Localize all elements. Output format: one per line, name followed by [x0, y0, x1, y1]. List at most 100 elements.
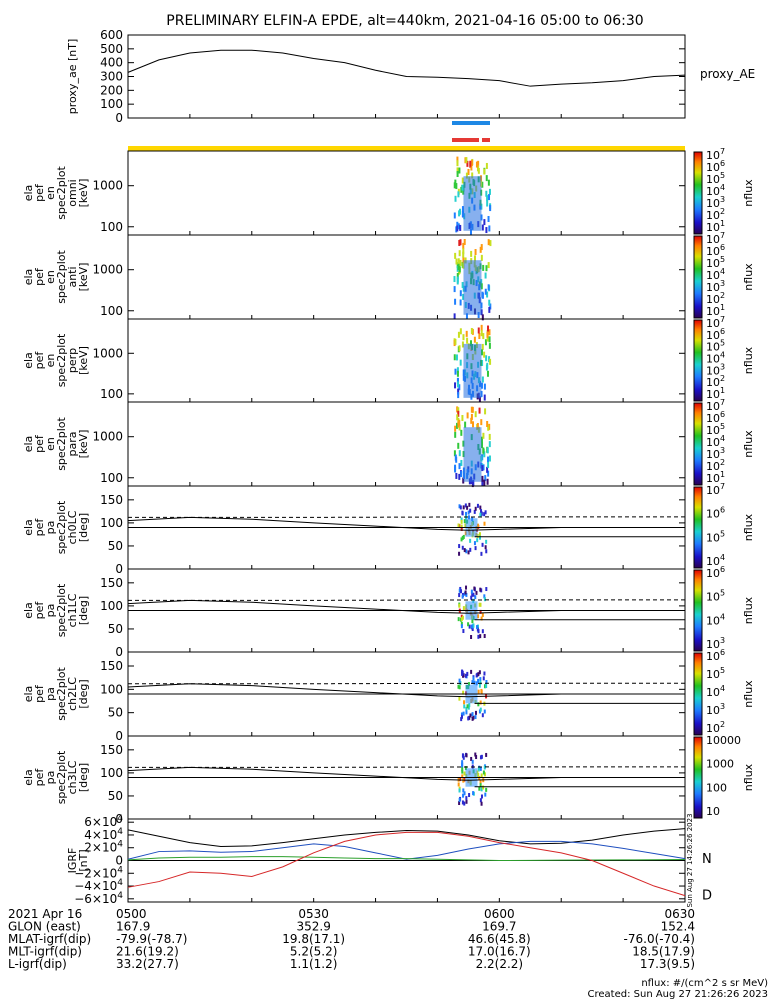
spectrum-pixel	[457, 782, 460, 787]
spectrum-pixel	[481, 343, 484, 350]
ytick-exp: 4	[117, 827, 123, 837]
spectrum-pixel	[459, 290, 462, 297]
spectrum-pixel	[463, 791, 466, 796]
spectrum-pixel	[462, 251, 465, 258]
spectrum-pixel	[481, 359, 484, 366]
loss-cone-solid	[127, 516, 685, 531]
spectrum-pixel	[480, 773, 483, 778]
colorbar-tick: 10000	[706, 734, 741, 747]
spectrum-pixel	[482, 333, 485, 340]
spectrum-pixel	[480, 509, 483, 514]
spectrum-pixel	[457, 617, 460, 622]
spectrum-pixel	[486, 370, 489, 377]
colorbar-exp: 4	[720, 434, 725, 443]
spectrum-pixel	[457, 392, 460, 399]
colorbar	[693, 569, 703, 652]
ylabel-line: spec2plot	[55, 750, 68, 804]
spectrum-pixel	[469, 508, 472, 513]
ylabel-line: pef	[33, 684, 46, 703]
ylabel-line: spec2plot	[55, 333, 68, 387]
panel-frame	[127, 150, 686, 236]
ytick-label: 50	[108, 622, 123, 636]
spectrum-pixel	[487, 456, 490, 463]
spectrum-pixel	[469, 538, 472, 543]
ytick-label: 150	[100, 493, 123, 507]
spectrum-pixel	[460, 537, 463, 542]
igrf-D-label: D	[702, 889, 712, 904]
spectrum-pixel	[458, 239, 461, 246]
ytick-label: 50	[108, 706, 123, 720]
spectrum-pixel	[463, 704, 466, 709]
spectrum-pixel	[484, 288, 487, 295]
spectrum-pixel	[459, 777, 462, 782]
spectrum-pixel	[459, 239, 462, 246]
spectrum-pixel	[465, 549, 468, 554]
spectrum-pixel	[456, 370, 459, 377]
colorbar-exp: 6	[720, 565, 725, 574]
colorbar-exp: 6	[720, 159, 725, 168]
spectrum-pixel	[468, 502, 471, 507]
loss-cone-solid	[127, 683, 685, 698]
spectrum-pixel	[477, 160, 480, 167]
ylabel-line: [deg]	[77, 679, 90, 708]
spectrum-pixel	[480, 419, 483, 426]
footer-row-label: GLON (east)	[8, 920, 81, 934]
spectrum-core	[463, 343, 482, 398]
ylabel-line: ch2LC	[66, 677, 79, 711]
spectrum-pixel	[463, 700, 466, 705]
spectrum-pixel	[474, 506, 477, 511]
science-zone-bar-red-1	[452, 138, 479, 142]
colorbar	[693, 402, 703, 486]
spectrum-pixel	[481, 376, 484, 383]
spectrum-pixel	[488, 356, 491, 363]
spectrum-pixel	[464, 503, 467, 508]
spectrum-pixel	[477, 767, 480, 772]
spectrum-pixel	[458, 424, 461, 431]
spectrum-pixel	[476, 533, 479, 538]
colorbar-exp: 7	[720, 315, 725, 324]
ytick-label: −2×104	[74, 865, 123, 880]
spectrum-pixel	[454, 252, 457, 259]
ytick-label: 100	[100, 387, 123, 401]
spectrum-pixel	[470, 406, 473, 413]
colorbar-tick: 104	[706, 612, 725, 627]
spectrum-pixel	[461, 769, 464, 774]
spectrum-pixel	[481, 442, 484, 449]
ylabel-line: [nT]	[77, 849, 90, 871]
colorbar-exp: 1	[720, 386, 725, 395]
ylabel-line: spec2plot	[55, 583, 68, 637]
spectrum-pixel	[456, 367, 459, 374]
spectrum-pixel	[489, 303, 492, 310]
spectrum-pixel	[470, 164, 473, 171]
spectrum-pixel	[477, 167, 480, 174]
spectrum-pixel	[485, 679, 488, 684]
spectrum-pixel	[461, 206, 464, 213]
ylabel-line: pef	[33, 351, 46, 370]
colorbar-exp: 2	[720, 207, 725, 216]
colorbar-exp: 3	[720, 636, 725, 645]
colorbar-exp: 3	[720, 446, 725, 455]
ytick-exp: 4	[117, 865, 123, 875]
footer-row-label: MLT-igrf(dip)	[8, 945, 82, 959]
ylabel-line: para	[66, 432, 79, 457]
ytick-label: 1000	[92, 179, 123, 193]
colorbar-exp: 2	[720, 720, 725, 729]
colorbar-label: nflux	[742, 263, 755, 291]
footer-value: 18.5(17.9)	[632, 945, 695, 959]
ylabel-line: [keV]	[77, 263, 90, 292]
spectrum-pixel	[467, 716, 470, 721]
spectrum-pixel	[482, 447, 485, 454]
spectrum-pixel	[462, 242, 465, 249]
colorbar-exp: 6	[720, 410, 725, 419]
spectrum-pixel	[477, 614, 480, 619]
ylabel-line: [deg]	[77, 513, 90, 542]
spectrum-pixel	[470, 669, 473, 674]
spectrum-pixel	[458, 797, 461, 802]
spectrum-pixel	[463, 548, 466, 553]
spectrum-pixel	[465, 796, 468, 801]
colorbar-exp: 3	[720, 702, 725, 711]
colorbar-exp: 1	[720, 303, 725, 312]
spectrum-pixel	[461, 184, 464, 191]
spectrum-pixel	[453, 450, 456, 457]
